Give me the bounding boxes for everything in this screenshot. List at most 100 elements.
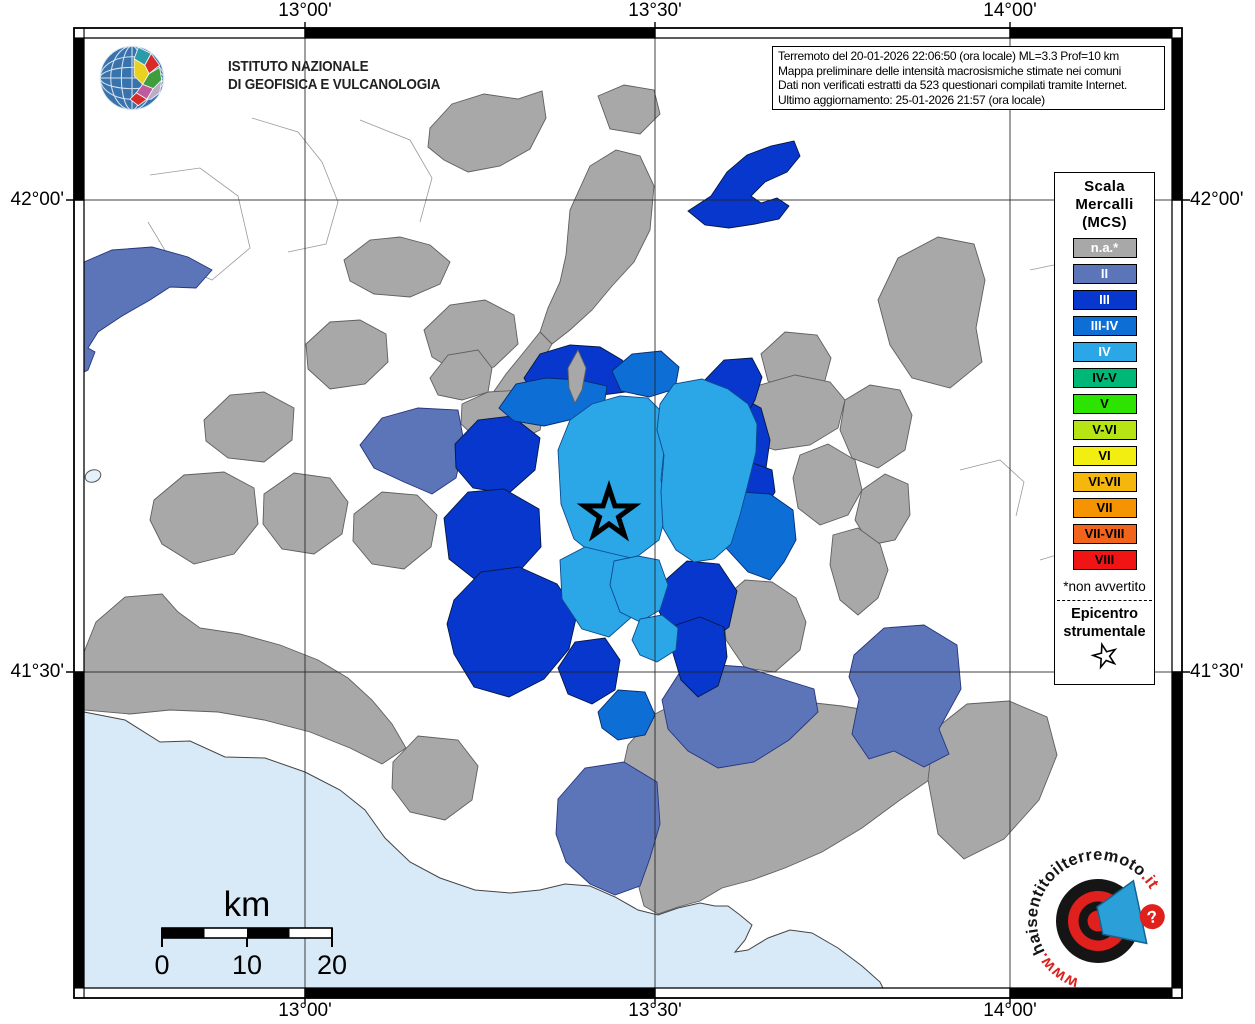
legend: Scala Mercalli (MCS) n.a.* II III III-IV IV I… [1054,172,1155,685]
municipality-III-IV [611,350,680,398]
frame-corner [73,987,85,999]
frame-bottom-segment [304,987,656,999]
municipality-III-IV [597,689,656,741]
municipality-II [848,624,962,768]
frame-left-segment [73,671,85,989]
frame-top-segment [654,27,1011,39]
municipality-border [251,117,339,253]
frame-top-segment [83,27,306,39]
legend-item-VI-VII: VI-VII [1072,472,1137,492]
megaphone-icon [1096,879,1148,945]
municipality-III [557,637,621,705]
ingv-wordmark: ISTITUTO NAZIONALE DI GEOFISICA E VULCAN… [228,58,440,94]
municipality-na [539,149,655,345]
municipality-na [839,384,913,469]
sea [83,711,889,999]
axis-label-bottom: 14°00' [983,1000,1037,1021]
globe-tiles [129,46,163,107]
legend-title-line: Scala [1084,178,1125,195]
frame-left-segment [73,199,85,673]
epicenter-star [576,480,642,542]
municipality-na [83,593,407,765]
legend-epicenter-line: Epicentro [1071,606,1138,622]
municipality-na [567,348,587,405]
municipality-II [359,407,465,495]
legend-title: Scala Mercalli (MCS) [1055,173,1154,232]
municipality-na [597,84,661,135]
municipality-na [927,700,1058,860]
epicenter-star-icon [1089,641,1117,670]
epicenter-star-symbol [576,480,642,542]
scale-bar-segment [162,928,205,938]
legend-item-IV: IV [1072,342,1137,362]
municipality-III [687,140,801,229]
municipality-IV [609,555,669,623]
municipality-IV [557,395,668,562]
frame-top-segment [304,27,656,39]
municipality-na [352,491,438,570]
ingv-globe-icon [99,45,165,111]
map-frame [66,22,1190,1004]
legend-star-symbol [1089,641,1117,670]
axis-label-top: 14°00' [983,0,1037,21]
municipality-na [429,349,493,401]
info-line-event: Terremoto del 20-01-2026 22:06:50 (ora l… [778,49,1120,63]
legend-item-V-VI: V-VI [1072,420,1137,440]
legend-item-VII: VII [1072,498,1137,518]
haisentito-logo: ? www.haisentitoilterremoto.it [1009,835,1165,999]
axis-label-right: 42°00' [1190,189,1244,210]
frame-right-segment [1171,37,1183,201]
legend-item-VIII: VIII [1072,550,1137,570]
legend-epicenter-line: strumentale [1063,624,1146,640]
axis-label-bottom: 13°00' [278,1000,332,1021]
municipality-na [203,391,295,463]
frame-bottom-segment [83,987,306,999]
frame-corner [1171,27,1183,39]
municipality-III [671,616,728,698]
scale-label-0: 0 [154,950,169,980]
municipality-II [83,246,213,373]
municipality-III [454,415,541,495]
ingv-line2: DI GEOFISICA E VULCANOLOGIA [228,76,441,93]
legend-divider [1057,600,1152,601]
scale-bar: km 0 10 20 [154,885,347,980]
municipality-border [959,459,1025,517]
municipality-na [854,473,911,546]
question-mark: ? [1145,907,1159,928]
legend-item-III: III [1072,290,1137,310]
axis-label-bottom: 13°30' [628,1000,682,1021]
info-line-map-type: Mappa preliminare delle intensità macros… [778,63,1122,78]
legend-item-V: V [1072,394,1137,414]
ingv-line1: ISTITUTO NAZIONALE [228,58,369,75]
coastal-lagoon [84,469,102,483]
frame-inner-line [83,37,1173,989]
municipality-na [391,735,479,821]
frame-left-segment [73,37,85,201]
legend-item-n.a.*: n.a.* [1072,238,1137,258]
frame-corner [73,27,85,39]
legend-title-line: Mercalli [1075,196,1134,213]
legend-epicenter-label: Epicentro strumentale [1055,605,1154,641]
municipality-na [721,579,807,673]
axis-label-left: 42°00' [10,189,65,210]
municipality-na [877,236,986,389]
question-badge [1139,904,1165,930]
legend-item-II: II [1072,264,1137,284]
municipality-border [359,119,433,223]
frame-outer-line [73,27,1183,999]
municipality-IV [656,378,758,563]
geography-layer [83,38,1172,999]
frame-top-segment [1009,27,1173,39]
legend-item-III-IV: III-IV [1072,316,1137,336]
axis-label-left: 41°30' [10,661,65,682]
scale-label-20: 20 [317,950,347,980]
axis-label-right: 41°30' [1190,661,1244,682]
municipality-na [829,527,889,616]
municipality-na [792,443,863,526]
frame-bottom-segment [654,987,1011,999]
frame-corner [1171,987,1183,999]
municipality-III [446,566,578,698]
frame-right-segment [1171,671,1183,989]
municipality-na [343,236,451,298]
